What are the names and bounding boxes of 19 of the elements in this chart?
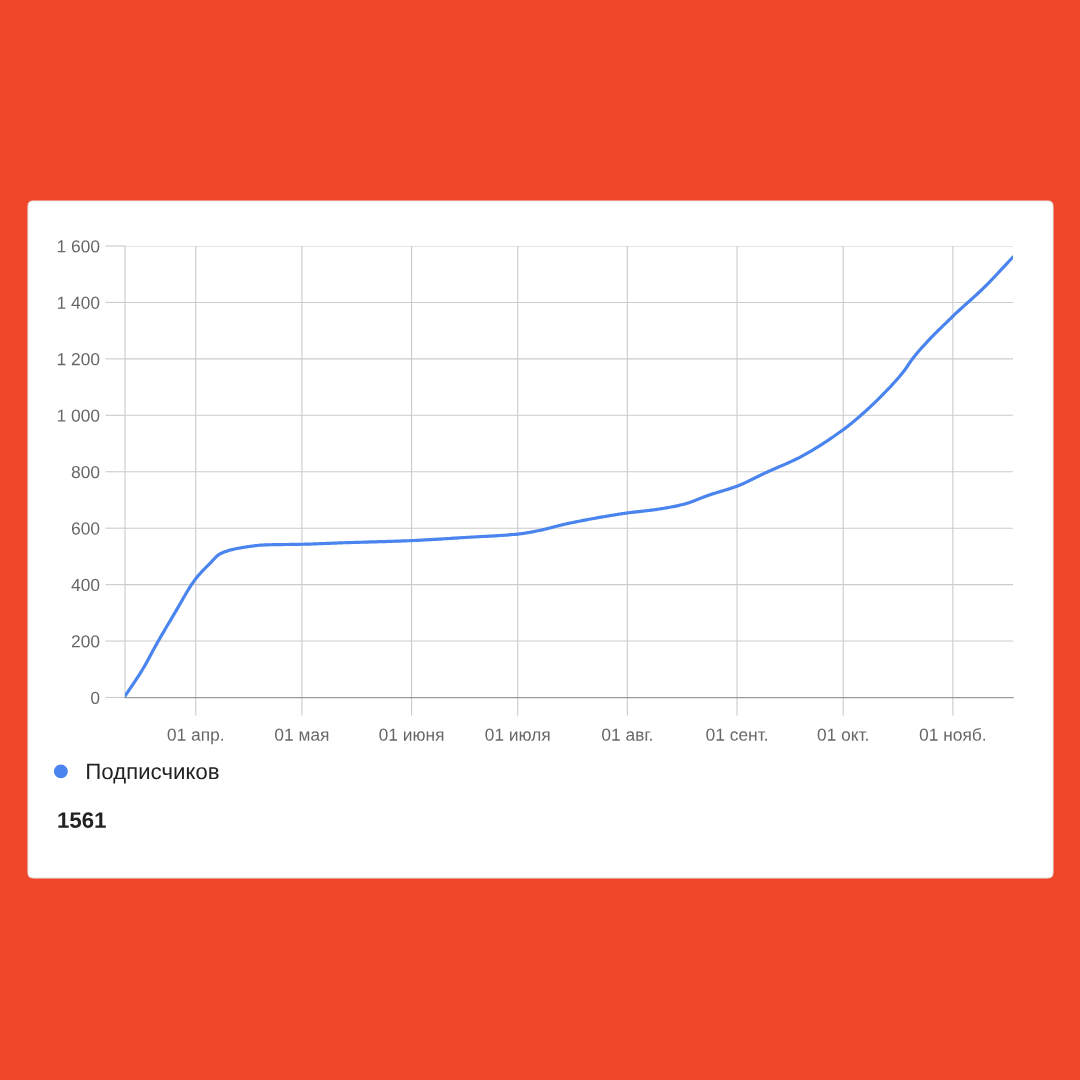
y-tick-label: 400 — [71, 578, 100, 592]
y-tick-label: 1 600 — [57, 240, 100, 253]
y-tick-label: 600 — [71, 522, 100, 535]
y-tick-label: 1 400 — [57, 296, 100, 309]
x-tick-label: 01 апр. — [167, 728, 224, 745]
y-tick-label: 200 — [71, 635, 100, 648]
x-tick-label: 01 сент. — [706, 728, 767, 741]
y-tick-label: 800 — [71, 465, 100, 479]
x-tick-label: 01 мая — [275, 728, 329, 741]
x-tick-label: 01 авг. — [602, 728, 652, 741]
y-tick-label: 0 — [91, 691, 100, 704]
y-tick-label: 1 200 — [57, 353, 100, 366]
text: 1561 — [58, 812, 106, 828]
x-tick-label: 01 окт. — [817, 728, 868, 741]
legend-label: Подписчиков — [87, 763, 219, 784]
x-tick-label: 01 июня — [379, 728, 444, 741]
y-tick-label: 1 000 — [57, 409, 100, 422]
x-tick-label: 01 нояб. — [919, 727, 986, 741]
x-tick-label: 01 июля — [485, 728, 550, 741]
